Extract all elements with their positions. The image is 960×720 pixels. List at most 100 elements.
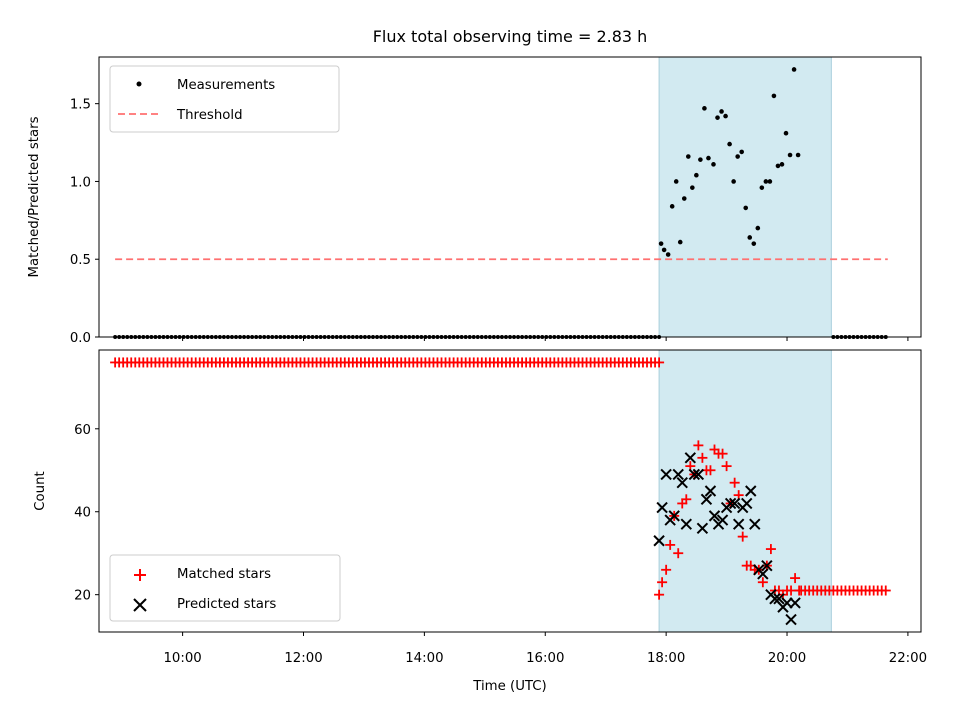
measurement-point (739, 149, 744, 155)
bottom-marks (110, 357, 891, 626)
measurement-point (686, 154, 691, 159)
predicted-star-point (668, 510, 680, 522)
legend-label-matched-stars: Matched stars (177, 567, 271, 582)
measurement-point (698, 157, 703, 162)
matched-star-point (697, 452, 708, 463)
measurement-point (775, 163, 781, 169)
x-tick-label: 18:00 (647, 651, 685, 666)
predicted-star-point (653, 535, 665, 547)
bottom-y-tick-label: 40 (74, 506, 91, 521)
predicted-star-point (708, 510, 721, 522)
measurement-point (727, 141, 732, 147)
matched-star-point (673, 548, 684, 559)
bottom-y-tick-label: 60 (74, 423, 91, 438)
measurement-point (791, 67, 797, 72)
top-legend: Measurements Threshold (109, 65, 340, 133)
measurement-point (723, 113, 728, 119)
predicted-star-point (749, 518, 761, 530)
measurement-point (681, 196, 687, 201)
x-tick-label: 16:00 (526, 651, 564, 666)
measurement-point (763, 179, 769, 184)
measurement-point (759, 185, 765, 190)
top-y-axis-label: Matched/Predicted stars (27, 116, 42, 277)
measurement-point (787, 152, 793, 158)
matched-star-point (737, 531, 748, 542)
top-y-tick-label: 0.5 (70, 253, 91, 268)
matched-star-point (657, 577, 668, 588)
measurement-point (719, 109, 724, 114)
measurement-point (743, 205, 749, 211)
measurement-point (795, 152, 801, 158)
x-tick-label: 22:00 (889, 651, 927, 666)
predicted-star-point (688, 468, 701, 481)
bottom-legend-box (109, 554, 341, 622)
x-tick-label: 14:00 (405, 651, 443, 666)
legend-label-threshold: Threshold (176, 108, 243, 123)
top-observing-window (658, 56, 832, 338)
measurement-point (690, 185, 695, 190)
predicted-star-point (684, 452, 697, 464)
predicted-star-point (660, 468, 672, 481)
measurement-point (779, 162, 785, 167)
measurement-point (783, 130, 789, 136)
matched-star-point (794, 585, 805, 596)
top-y-tick-label: 0.0 (70, 331, 91, 346)
legend-label-measurements: Measurements (177, 78, 275, 93)
matched-star-point (654, 357, 665, 368)
measurement-point (751, 241, 757, 246)
predicted-star-point (680, 518, 692, 530)
matched-star-point (717, 448, 728, 459)
predicted-star-point (700, 493, 713, 506)
matched-star-point (705, 465, 716, 476)
predicted-star-point (656, 501, 668, 514)
measurement-point (694, 172, 699, 178)
predicted-star-point (724, 497, 737, 510)
predicted-star-point (704, 485, 717, 497)
top-ticks: 0.0 0.5 1.0 1.5 (70, 98, 909, 346)
predicted-star-point (757, 568, 769, 580)
predicted-star-point (696, 522, 709, 535)
predicted-star-point (741, 497, 753, 510)
measurement-point (767, 179, 773, 184)
legend-marker-measurements (136, 81, 142, 87)
top-axes-frame (98, 56, 922, 338)
bottom-y-axis-label: Count (33, 471, 48, 511)
matched-star-point (790, 573, 801, 584)
measurement-point (715, 115, 720, 120)
measurement-point (731, 179, 736, 184)
x-tick-label: 12:00 (284, 651, 322, 666)
x-tick-label: 20:00 (768, 651, 806, 666)
measurement-point (735, 154, 740, 159)
bottom-panel: 20 40 60 10:00 12:00 14:00 16:00 18:00 20:00 22:0… (33, 349, 927, 694)
measurement-point (747, 235, 753, 240)
predicted-star-point (728, 497, 741, 510)
measurement-point (706, 155, 711, 161)
matched-star-point (880, 585, 891, 596)
predicted-star-point (745, 485, 757, 497)
measurement-point (771, 93, 777, 99)
measurement-point (661, 247, 667, 253)
matched-star-point (665, 539, 676, 550)
matched-star-point (661, 564, 672, 575)
predicted-star-point (761, 559, 773, 572)
predicted-star-point (732, 518, 745, 530)
predicted-star-point (672, 468, 684, 481)
x-axis-label: Time (UTC) (472, 679, 547, 694)
measurement-point (673, 179, 679, 184)
legend-marker-predicted-stars (133, 598, 147, 612)
top-legend-box (109, 65, 340, 133)
measurement-point (665, 252, 671, 257)
bottom-observing-window (658, 349, 832, 633)
bottom-axes-frame (98, 349, 922, 633)
measurement-point (702, 106, 707, 111)
matched-star-point (729, 477, 740, 488)
predicted-star-point (773, 593, 785, 605)
matched-star-point (681, 494, 692, 505)
bottom-ticks: 20 40 60 10:00 12:00 14:00 16:00 18:00 20:00 22:0… (74, 423, 927, 666)
measurement-point (711, 162, 716, 167)
legend-label-predicted-stars: Predicted stars (177, 597, 276, 612)
predicted-star-point (789, 597, 801, 609)
measurement-point (658, 241, 664, 246)
measurement-point (677, 239, 683, 245)
